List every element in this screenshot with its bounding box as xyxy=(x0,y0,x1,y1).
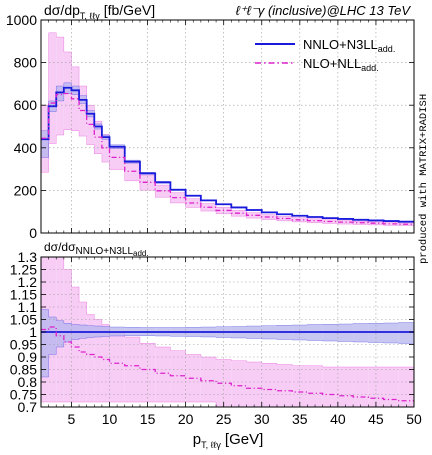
band-nlo-8 xyxy=(101,134,110,163)
ratio-panel xyxy=(40,256,415,408)
ratio-ytick-label: 1 xyxy=(29,324,37,340)
main-ytick-label: 800 xyxy=(14,55,38,71)
band-nlo-7 xyxy=(94,319,102,402)
band-nlo-8 xyxy=(101,324,110,402)
band-nnlo-1 xyxy=(48,317,57,355)
ratio-xtick-label: 20 xyxy=(178,411,194,427)
band-nlo-19 xyxy=(261,363,277,407)
ratio-frame xyxy=(40,256,415,408)
main-ytick-label: 400 xyxy=(14,140,38,156)
band-nlo-25 xyxy=(353,367,369,407)
ratio-ytick-label: 0.7 xyxy=(18,399,38,415)
main-title-left: dσ/dpT, ℓℓγ [fb/GeV] xyxy=(44,2,155,21)
main-title-right: ℓ⁺ℓ⁻γ (inclusive)@LHC 13 TeV xyxy=(236,3,412,18)
main-frame xyxy=(40,19,415,234)
ratio-xtick-label: 45 xyxy=(368,411,384,427)
ratio-ytick-label: 0.85 xyxy=(10,362,37,378)
band-nlo-4 xyxy=(71,66,80,131)
band-nnlo-0 xyxy=(41,309,49,377)
ratio-xtick-label: 5 xyxy=(68,411,76,427)
band-edge-high-nlo xyxy=(41,256,414,368)
ratio-ytick-label: 1.05 xyxy=(10,312,37,328)
tick-labels: 020040060080010000.70.750.80.850.90.9511… xyxy=(6,12,422,427)
band-nlo-28 xyxy=(398,367,414,407)
band-nlo-12 xyxy=(155,185,171,198)
main-panel xyxy=(40,19,415,234)
legend: NNLO+N3LLadd. NLO+NLLadd. xyxy=(255,37,395,73)
band-nnlo-28 xyxy=(398,322,414,344)
band-nlo-10 xyxy=(124,337,140,402)
ratio-xtick-label: 40 xyxy=(330,411,346,427)
band-nlo-26 xyxy=(368,221,384,225)
band-nlo-22 xyxy=(307,218,323,223)
ratio-ytick-label: 0.75 xyxy=(10,387,37,403)
ratio-xtick-label: 30 xyxy=(254,411,270,427)
main-ytick-label: 600 xyxy=(14,97,38,113)
main-ytick-label: 0 xyxy=(29,225,37,241)
ratio-ytick-label: 1.15 xyxy=(10,287,37,303)
band-edge-low-nnlo xyxy=(41,93,414,223)
band-nlo-11 xyxy=(139,343,156,402)
band-nlo-15 xyxy=(200,357,217,402)
ratio-ytick-label: 1.3 xyxy=(18,249,38,265)
band-nlo-4 xyxy=(71,287,80,402)
band-nlo-12 xyxy=(155,347,171,402)
x-axis-label: pT, ℓℓγ [GeV] xyxy=(193,431,264,450)
band-nlo-27 xyxy=(383,222,399,226)
legend-label-nnlo: NNLO+N3LLadd. xyxy=(303,37,395,54)
ratio-ytick-label: 1.25 xyxy=(10,262,37,278)
band-nlo-27 xyxy=(383,367,399,407)
ratio-ytick-label: 0.95 xyxy=(10,337,37,353)
ratio-ytick-label: 1.1 xyxy=(18,299,38,315)
ratio-xtick-label: 50 xyxy=(406,411,422,427)
band-nlo-18 xyxy=(246,362,262,407)
ratio-xtick-label: 15 xyxy=(140,411,156,427)
series-line-nnlo xyxy=(41,86,414,223)
band-nlo-24 xyxy=(337,220,354,225)
band-nlo-9 xyxy=(109,332,125,402)
band-nlo-26 xyxy=(368,367,384,407)
band-nlo-22 xyxy=(307,365,323,407)
band-nlo-18 xyxy=(246,212,262,219)
band-nlo-17 xyxy=(231,360,247,407)
band-nlo-6 xyxy=(86,314,95,402)
ratio-xtick-label: 35 xyxy=(292,411,308,427)
band-edge-high-nnlo xyxy=(41,309,414,328)
ratio-lines xyxy=(41,326,414,402)
band-nlo-7 xyxy=(94,121,102,154)
ratio-ytick-label: 0.8 xyxy=(18,374,38,390)
band-nlo-24 xyxy=(337,367,354,407)
band-nlo-1 xyxy=(48,32,57,144)
band-nlo-13 xyxy=(170,192,186,203)
side-note: produced with MATRIX+RADISH xyxy=(418,94,430,264)
band-edge-low-nlo xyxy=(41,129,414,226)
ratio-xtick-label: 25 xyxy=(216,411,232,427)
band-nlo-20 xyxy=(276,216,293,221)
band-nlo-13 xyxy=(170,350,186,402)
ratio-title: dσ/dσNNLO+N3LLadd. xyxy=(44,240,149,258)
band-nnlo-2 xyxy=(56,320,64,347)
band-nlo-23 xyxy=(322,367,338,407)
main-lines xyxy=(41,86,414,225)
ratio-xtick-label: 10 xyxy=(102,411,118,427)
band-nlo-16 xyxy=(216,359,232,407)
band-nnlo-2 xyxy=(56,86,64,101)
ratio-grid xyxy=(41,257,414,407)
band-nnlo-27 xyxy=(383,323,399,343)
series-line-nlo xyxy=(41,326,414,402)
main-ytick-label: 1000 xyxy=(6,12,37,28)
ratio-ytick-label: 0.9 xyxy=(18,349,38,365)
main-ytick-label: 200 xyxy=(14,182,38,198)
legend-label-nlo: NLO+NLLadd. xyxy=(303,56,379,73)
band-nlo-9 xyxy=(109,146,125,170)
band-nlo-20 xyxy=(276,364,293,407)
ratio-ytick-label: 1.2 xyxy=(18,274,38,290)
series-line-nlo xyxy=(41,92,414,225)
band-nnlo-0 xyxy=(41,130,49,158)
